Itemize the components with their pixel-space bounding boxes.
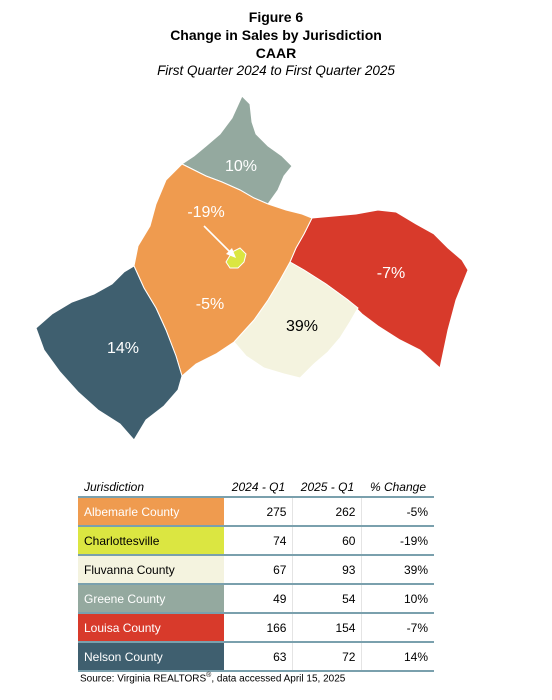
row-2024-q1: 166 — [224, 613, 294, 643]
row-2025-q1: 262 — [292, 497, 363, 527]
table-row: Charlottesville 74 60 -19% — [78, 526, 434, 556]
charlottesville-pointer-line — [203, 225, 233, 255]
region-nelson-county[interactable] — [35, 265, 183, 441]
row-2024-q1: 275 — [224, 497, 294, 527]
table-row: Fluvanna County 67 93 39% — [78, 555, 434, 585]
column-header-2024-q1: 2024 - Q1 — [224, 474, 293, 498]
row-jurisdiction: Nelson County — [78, 642, 224, 672]
title-block: Figure 6 Change in Sales by Jurisdiction… — [0, 8, 552, 80]
row-jurisdiction: Albemarle County — [78, 497, 224, 527]
table-header-row: Jurisdiction 2024 - Q1 2025 - Q1 % Chang… — [78, 474, 434, 498]
row-2024-q1: 67 — [224, 555, 294, 585]
row-change: 10% — [361, 584, 434, 614]
table-row: Nelson County 63 72 14% — [78, 642, 434, 672]
figure-number: Figure 6 — [248, 9, 304, 25]
table-row: Greene County 49 54 10% — [78, 584, 434, 614]
label-fluvanna-county: 39% — [286, 318, 318, 335]
row-2025-q1: 93 — [292, 555, 363, 585]
row-2024-q1: 63 — [224, 642, 294, 672]
row-jurisdiction: Louisa County — [78, 613, 224, 643]
label-louisa-county: -7% — [377, 265, 405, 282]
row-change: -5% — [361, 497, 434, 527]
row-change: -7% — [361, 613, 434, 643]
row-jurisdiction: Fluvanna County — [78, 555, 224, 585]
column-header-change: % Change — [361, 474, 434, 498]
table-row: Albemarle County 275 262 -5% — [78, 497, 434, 527]
source-prefix: Source: Virginia REALTORS — [80, 673, 207, 685]
row-jurisdiction: Charlottesville — [78, 526, 224, 556]
charlottesville-pointer-arrowhead — [226, 248, 236, 258]
sales-table: Jurisdiction 2024 - Q1 2025 - Q1 % Chang… — [78, 474, 434, 672]
row-2025-q1: 60 — [292, 526, 363, 556]
label-albemarle-county: -5% — [196, 296, 224, 313]
row-2024-q1: 74 — [224, 526, 294, 556]
source-suffix: , data accessed April 15, 2025 — [211, 673, 346, 685]
row-2025-q1: 154 — [292, 613, 363, 643]
jurisdiction-map: 10% -5% -19% -7% 39% 14% — [35, 95, 469, 441]
row-2025-q1: 72 — [292, 642, 363, 672]
row-change: 39% — [361, 555, 434, 585]
label-charlottesville: -19% — [187, 204, 224, 221]
region-albemarle-county[interactable] — [133, 163, 313, 377]
label-nelson-county: 14% — [107, 340, 139, 357]
row-jurisdiction: Greene County — [78, 584, 224, 614]
organization-name: CAAR — [255, 45, 297, 61]
row-change: -19% — [361, 526, 434, 556]
label-greene-county: 10% — [225, 158, 257, 175]
row-2024-q1: 49 — [224, 584, 294, 614]
column-header-jurisdiction: Jurisdiction — [78, 474, 224, 498]
row-change: 14% — [361, 642, 434, 672]
row-2025-q1: 54 — [292, 584, 363, 614]
registered-mark: ® — [206, 672, 212, 679]
figure-title: Change in Sales by Jurisdiction — [170, 27, 382, 43]
source-note: Source: Virginia REALTORS®, data accesse… — [80, 672, 345, 684]
figure-subtitle: First Quarter 2024 to First Quarter 2025 — [157, 63, 395, 78]
column-header-2025-q1: 2025 - Q1 — [292, 474, 362, 498]
table-row: Louisa County 166 154 -7% — [78, 613, 434, 643]
